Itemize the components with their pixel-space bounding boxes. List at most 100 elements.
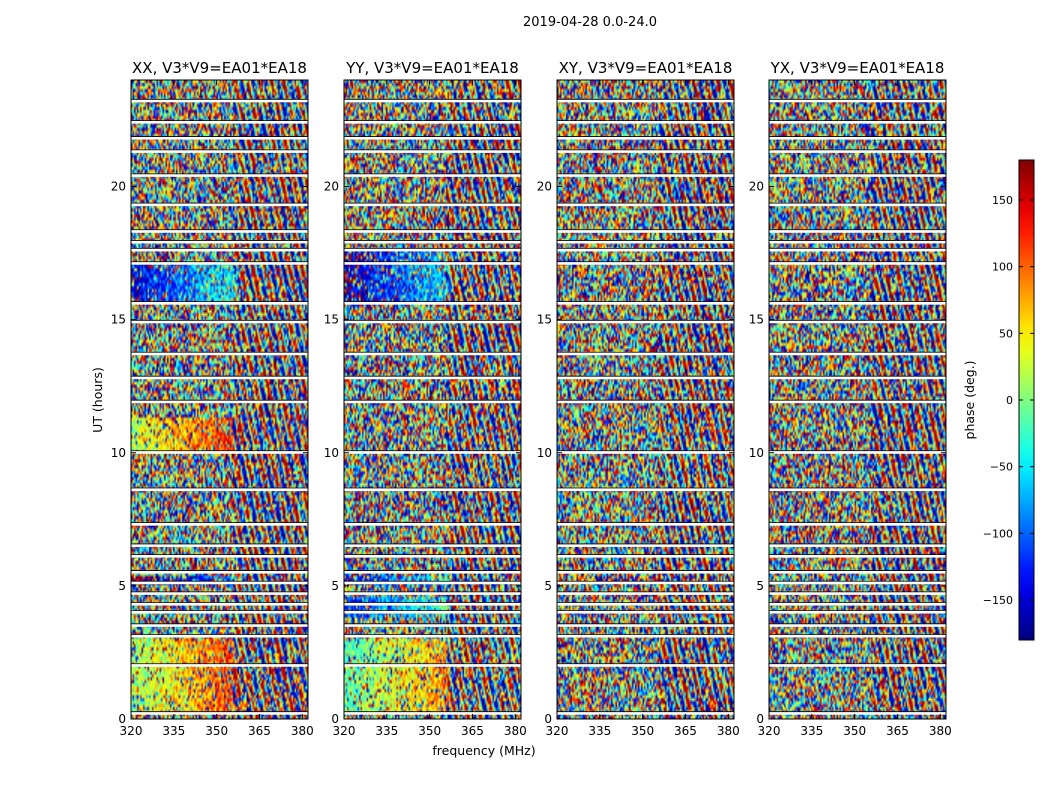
flagged-row xyxy=(344,240,521,244)
flagged-row xyxy=(344,120,521,124)
x-tick-label: 350 xyxy=(418,724,441,738)
y-tick-label: 0 xyxy=(118,712,126,726)
y-tick-label: 20 xyxy=(111,180,126,194)
flagged-row xyxy=(557,450,734,454)
flagged-row xyxy=(557,522,734,526)
x-tick-label: 335 xyxy=(800,724,823,738)
flagged-row xyxy=(769,120,946,124)
x-tick-label: 335 xyxy=(162,724,185,738)
flagged-row xyxy=(131,602,308,606)
flagged-row xyxy=(769,173,946,177)
flagged-row xyxy=(131,570,308,574)
flagged-row xyxy=(344,99,521,103)
flagged-row xyxy=(344,229,521,233)
x-tick-label: 365 xyxy=(248,724,271,738)
flagged-row xyxy=(557,149,734,153)
colorbar-tick-label: 0 xyxy=(1006,394,1013,407)
flagged-row xyxy=(344,203,521,207)
flagged-row xyxy=(557,623,734,627)
flagged-row xyxy=(557,301,734,305)
flagged-row xyxy=(344,450,521,454)
flagged-row xyxy=(769,591,946,595)
flagged-row xyxy=(769,554,946,558)
flagged-row xyxy=(344,711,521,715)
flagged-row xyxy=(344,320,521,324)
flagged-row xyxy=(344,352,521,356)
flagged-row xyxy=(769,203,946,207)
flagged-row xyxy=(344,543,521,547)
flagged-row xyxy=(769,610,946,614)
flagged-row xyxy=(344,136,521,140)
flagged-row xyxy=(557,248,734,252)
flagged-row xyxy=(557,488,734,492)
flagged-row xyxy=(344,554,521,558)
flagged-row xyxy=(344,581,521,585)
flagged-row xyxy=(344,173,521,177)
y-tick-label: 5 xyxy=(756,579,764,593)
flagged-row xyxy=(557,610,734,614)
x-axis-label: frequency (MHz) xyxy=(432,743,535,758)
flagged-row xyxy=(557,711,734,715)
flagged-row xyxy=(769,320,946,324)
flagged-row xyxy=(557,229,734,233)
flagged-row xyxy=(769,99,946,103)
flagged-row xyxy=(557,352,734,356)
flagged-row xyxy=(131,522,308,526)
panel-frame xyxy=(343,79,522,720)
colorbar-label: phase (deg.) xyxy=(962,361,977,440)
colorbar-tick-label: −100 xyxy=(983,527,1013,540)
flagged-row xyxy=(557,634,734,638)
x-tick-label: 335 xyxy=(588,724,611,738)
flagged-row xyxy=(344,602,521,606)
flagged-row xyxy=(769,522,946,526)
flagged-row xyxy=(769,376,946,380)
flagged-row xyxy=(769,570,946,574)
flagged-row xyxy=(131,149,308,153)
x-tick-label: 365 xyxy=(674,724,697,738)
flagged-row xyxy=(131,261,308,265)
flagged-row xyxy=(131,543,308,547)
flagged-row xyxy=(131,623,308,627)
flagged-row xyxy=(769,240,946,244)
flagged-row xyxy=(557,570,734,574)
flagged-row xyxy=(769,149,946,153)
flagged-row xyxy=(769,581,946,585)
flagged-row xyxy=(769,711,946,715)
panel-frame xyxy=(556,79,735,720)
colorbar-tick-label: 50 xyxy=(999,327,1013,340)
x-tick-label: 320 xyxy=(333,724,356,738)
flagged-row xyxy=(557,240,734,244)
flagged-row xyxy=(557,203,734,207)
panel-yy: YY, V3*V9=EA01*EA18 320 335 350 365 380 0 5 10 15… xyxy=(324,59,527,738)
y-tick-label: 20 xyxy=(324,180,339,194)
y-tick-label: 10 xyxy=(537,446,552,460)
flagged-row xyxy=(769,450,946,454)
flagged-row xyxy=(557,543,734,547)
flagged-row xyxy=(131,136,308,140)
x-tick-label: 320 xyxy=(546,724,569,738)
flagged-row xyxy=(769,301,946,305)
flagged-row xyxy=(769,136,946,140)
y-tick-label: 15 xyxy=(537,313,552,327)
flagged-row xyxy=(131,301,308,305)
panels-group: XX, V3*V9=EA01*EA18 320 335 350 365 380 0 5 10 15… xyxy=(111,59,952,738)
flagged-row xyxy=(769,488,946,492)
flagged-row xyxy=(131,203,308,207)
flagged-row xyxy=(557,376,734,380)
colorbar-tick-label: 150 xyxy=(992,194,1013,207)
flagged-row xyxy=(131,591,308,595)
flagged-row xyxy=(344,149,521,153)
panel-title-yy: YY, V3*V9=EA01*EA18 xyxy=(345,59,519,77)
flagged-row xyxy=(557,136,734,140)
flagged-row xyxy=(344,663,521,667)
flagged-row xyxy=(769,229,946,233)
panel-title-yx: YX, V3*V9=EA01*EA18 xyxy=(770,59,945,77)
x-tick-label: 380 xyxy=(291,724,314,738)
flagged-row xyxy=(131,488,308,492)
x-tick-label: 335 xyxy=(375,724,398,738)
y-tick-label: 0 xyxy=(331,712,339,726)
x-tick-label: 380 xyxy=(504,724,527,738)
flagged-row xyxy=(769,248,946,252)
flagged-row xyxy=(131,248,308,252)
